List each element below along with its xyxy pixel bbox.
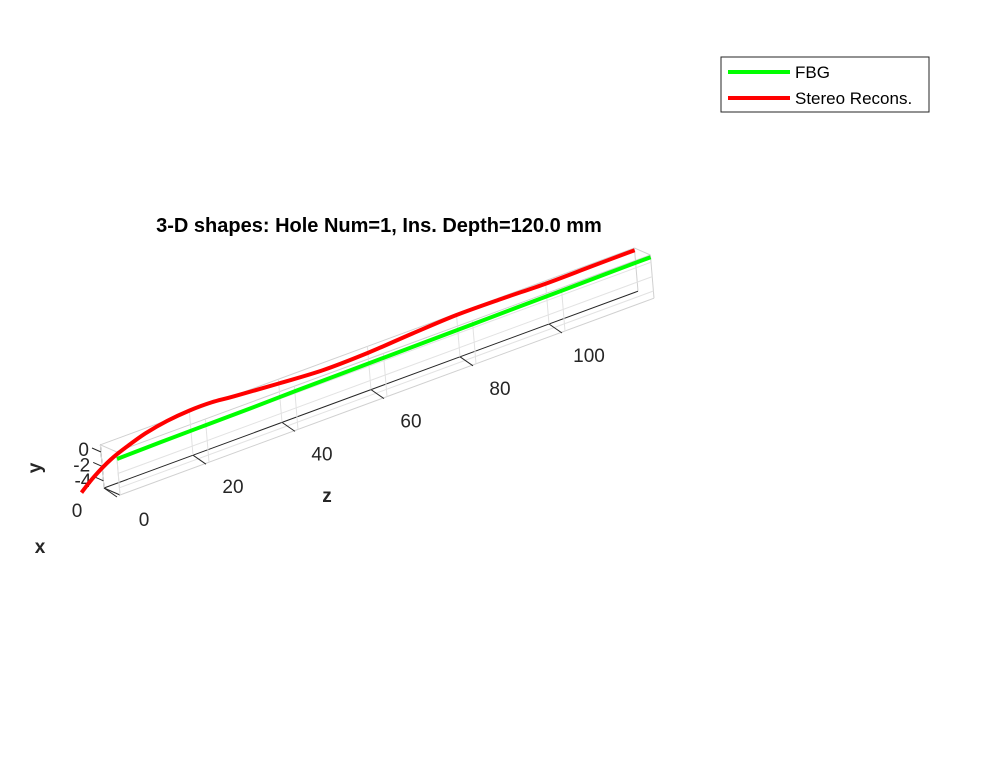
z-tick-mark (192, 454, 207, 465)
box-edge (100, 444, 117, 453)
y-tick-label: -2 (73, 455, 90, 476)
y-tick-mark (92, 461, 103, 467)
z-tick-mark (281, 421, 296, 432)
z-tick-label: 80 (489, 379, 510, 400)
box-edge (633, 247, 639, 292)
z-tick-mark (459, 356, 474, 367)
y-grid-line (118, 276, 653, 474)
legend: FBG Stereo Recons. (720, 56, 930, 113)
tick-marks (91, 323, 563, 498)
y-grid-line (119, 290, 654, 489)
legend-label-stereo: Stereo Recons. (795, 89, 912, 108)
legend-label-fbg: FBG (795, 63, 830, 82)
z-tick-mark (548, 323, 563, 334)
box-edge (634, 247, 651, 256)
z-tick-label: 40 (311, 444, 332, 465)
x-axis-line (103, 487, 121, 496)
x-tick-label: 0 (72, 501, 83, 522)
z-grid-line (455, 313, 461, 357)
y-tick-mark (91, 447, 102, 453)
z-tick-mark (370, 389, 385, 400)
series-layer (79, 248, 652, 494)
z-tick-label: 0 (139, 510, 150, 531)
z-tick-mark (103, 487, 118, 498)
chart-title: 3-D shapes: Hole Num=1, Ins. Depth=120.0… (156, 215, 602, 237)
z-tick-label: 60 (400, 412, 421, 433)
series-line-stereo-recons (79, 248, 636, 494)
z-tick-label: 20 (222, 477, 243, 498)
y-axis-label: y (25, 462, 46, 473)
z-tick-label: 100 (573, 346, 605, 367)
z-grid-line (544, 280, 550, 325)
x-axis-label: x (35, 537, 46, 558)
z-grid-line (277, 379, 283, 423)
y-tick-label: 0 (78, 440, 89, 461)
series-line-fbg (116, 255, 652, 461)
z-axis-label: z (322, 486, 332, 507)
legend-box (720, 56, 930, 113)
z-grid-line (188, 411, 194, 456)
